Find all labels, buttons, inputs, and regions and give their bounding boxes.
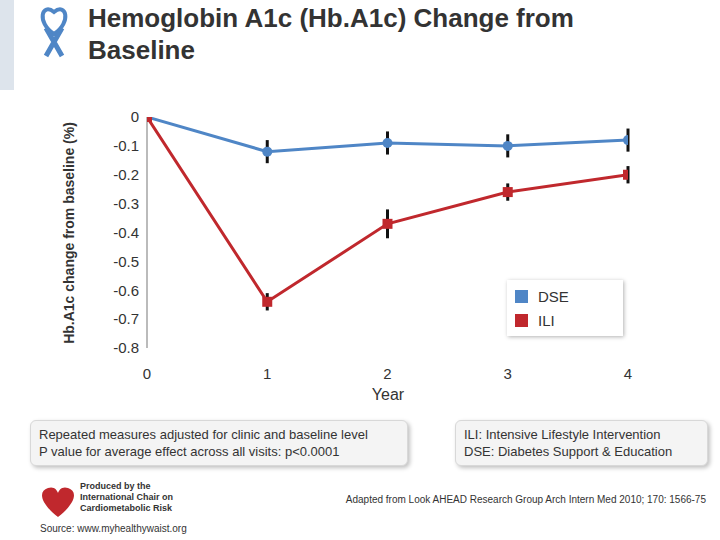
html-text:DSE: DSE [538,287,569,305]
html-text:Hemoglobin A1c (Hb.A1c) Change: Hemoglobin A1c (Hb.A1c) Change from Base… [88,3,574,65]
svg-text:4: 4 [624,365,632,382]
html-text:Produced by the: Produced by the [80,481,151,491]
svg-text:-0.6: -0.6 [113,282,139,299]
svg-text:-0.8: -0.8 [113,339,139,356]
svg-text:-0.7: -0.7 [113,310,139,327]
html-text:Year: Year [371,386,405,403]
svg-text:-0.2: -0.2 [113,166,139,183]
html-text:ILI: ILI [538,311,555,329]
svg-text:-0.5: -0.5 [113,253,139,270]
svg-text:0: 0 [143,365,151,382]
html-text:ILI: Intensive Lifestyle Inter: ILI: Intensive Lifestyle Intervention [464,427,661,442]
html-text:DSE: Diabetes Support & Educat: DSE: Diabetes Support & Education [464,444,673,459]
svg-text:2: 2 [383,365,391,382]
svg-text:0: 0 [131,108,139,125]
html-text:International Chair on: International Chair on [80,492,173,502]
html-text:P value for average effect acr: P value for average effect across all vi… [39,444,340,459]
svg-text:-0.3: -0.3 [113,195,139,212]
html-text:Repeated measures adjusted for: Repeated measures adjusted for clinic an… [39,427,368,442]
svg-text:1: 1 [263,365,271,382]
html-text:Source: www.myhealthywaist.org: Source: www.myhealthywaist.org [40,523,187,534]
html-text:Hb.A1c change from baseline (%: Hb.A1c change from baseline (%) [61,122,77,344]
svg-text:-0.1: -0.1 [113,137,139,154]
html-text:Adapted from Look AHEAD Resear: Adapted from Look AHEAD Research Group A… [345,494,706,505]
html-text:Cardiometabolic Risk: Cardiometabolic Risk [80,503,172,513]
svg-text:-0.4: -0.4 [113,224,139,241]
svg-text:3: 3 [504,365,512,382]
